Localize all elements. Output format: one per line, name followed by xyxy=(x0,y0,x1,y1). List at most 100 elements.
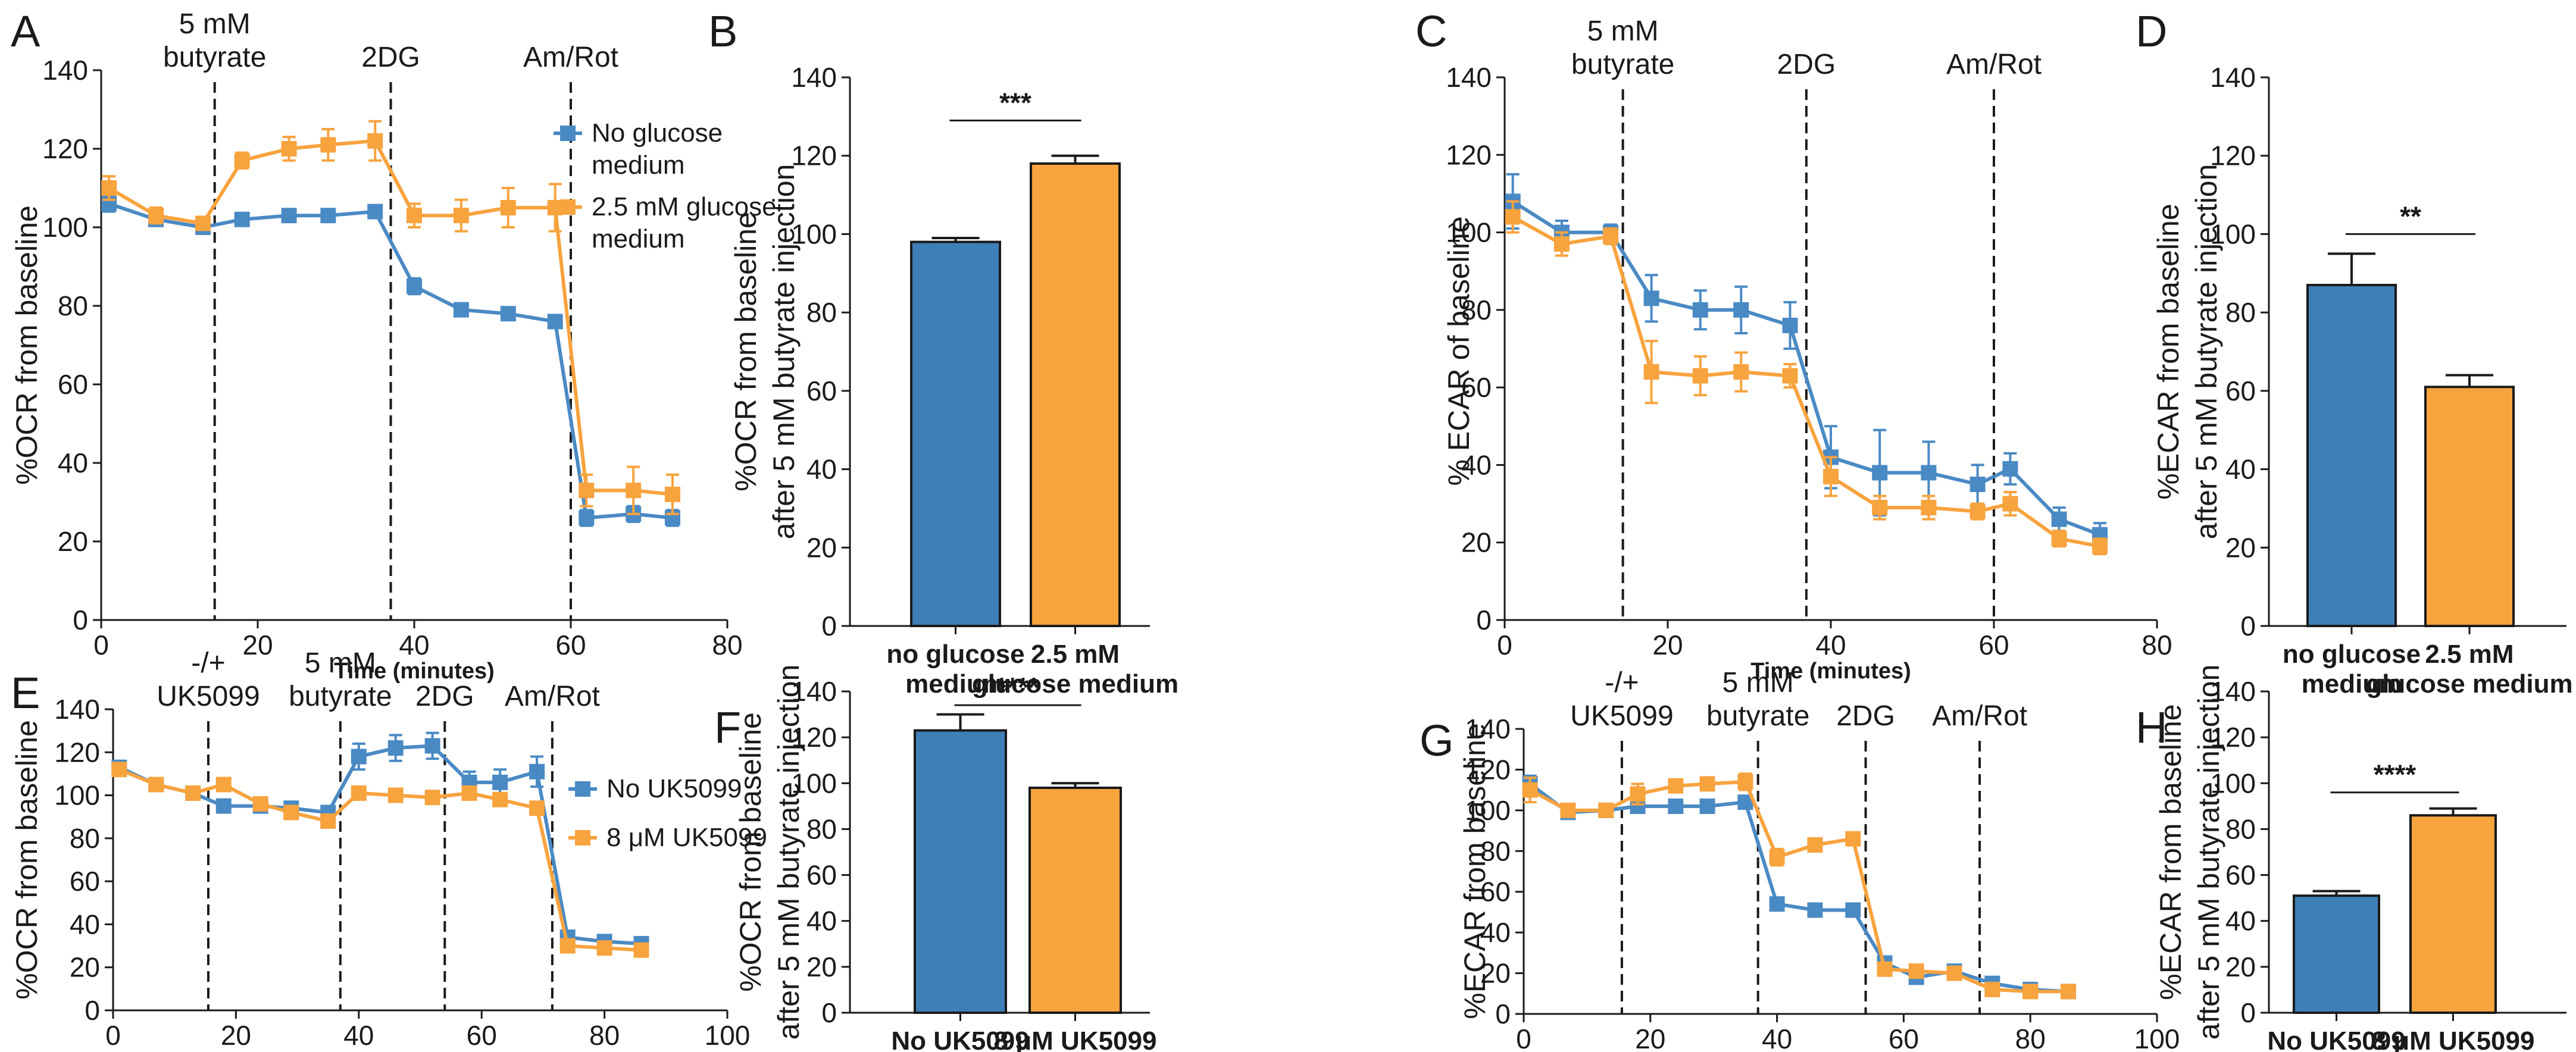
data-point xyxy=(1807,902,1823,918)
data-point xyxy=(281,141,297,156)
y-tick-label: 80 xyxy=(806,297,837,328)
data-point xyxy=(215,798,232,814)
data-point xyxy=(185,785,201,801)
data-point xyxy=(2002,461,2018,477)
data-point xyxy=(195,215,211,231)
y-tick-label: 60 xyxy=(806,375,837,406)
data-point xyxy=(1908,963,1924,979)
y-tick-label: 0 xyxy=(85,995,100,1026)
legend-label: No glucose xyxy=(592,118,723,148)
data-point xyxy=(633,942,649,958)
y-tick-label: 40 xyxy=(1480,917,1511,948)
data-point xyxy=(529,763,545,779)
data-point xyxy=(1921,465,1937,481)
data-point xyxy=(1877,961,1893,977)
y-axis-title: after 5 mM butyrate injection xyxy=(772,665,805,1040)
data-point xyxy=(283,804,299,821)
y-tick-label: 100 xyxy=(2210,218,2256,249)
data-point xyxy=(351,785,367,801)
y-tick-label: 140 xyxy=(1446,62,1492,93)
category-label: 8 μM UK5099 xyxy=(2372,1026,2535,1052)
data-point xyxy=(1560,802,1576,818)
data-point xyxy=(367,203,383,220)
x-tick-label: 0 xyxy=(93,630,109,660)
x-tick-label: 100 xyxy=(2134,1023,2180,1052)
category-label: No UK5099 xyxy=(891,1026,1029,1052)
data-point xyxy=(101,180,117,196)
y-tick-label: 80 xyxy=(58,290,88,321)
panel-letter: D xyxy=(2136,7,2167,56)
event-label: 5 mM xyxy=(1722,667,1794,699)
data-point xyxy=(320,137,336,153)
data-point xyxy=(2051,531,2067,547)
data-point xyxy=(1782,317,1798,333)
data-point xyxy=(1505,209,1521,225)
y-tick-label: 40 xyxy=(2225,906,2256,937)
data-point xyxy=(387,740,404,756)
data-point xyxy=(252,796,268,812)
y-tick-label: 20 xyxy=(806,532,837,563)
category-label: 2.5 mM xyxy=(1031,640,1120,669)
data-point xyxy=(424,790,440,806)
legend-marker xyxy=(575,781,590,797)
category-label: medium xyxy=(2302,669,2402,699)
x-tick-label: 0 xyxy=(1516,1023,1531,1052)
data-point xyxy=(424,738,440,754)
data-point xyxy=(1737,774,1753,790)
data-point xyxy=(453,208,469,224)
panel-letter: H xyxy=(2136,703,2167,752)
y-tick-label: 40 xyxy=(58,447,88,478)
y-axis-title: % ECAR of baseline xyxy=(1442,216,1475,486)
data-point xyxy=(1769,896,1785,912)
data-point xyxy=(559,938,576,954)
panel-f: F 0 20 40 60 80 100 120 140 %OCR from baseline aft… xyxy=(714,665,1156,1052)
event-label: 2DG xyxy=(1777,49,1836,80)
y-tick-label: 20 xyxy=(806,951,837,982)
data-point xyxy=(1969,477,1986,492)
y-axis-title: %ECAR from baseline xyxy=(2154,704,2187,1000)
data-point xyxy=(626,483,642,499)
x-tick-label: 20 xyxy=(242,630,273,660)
y-axis-title: %ECAR from baseline xyxy=(1458,723,1492,1019)
y-tick-label: 80 xyxy=(70,823,100,854)
event-label: UK5099 xyxy=(1570,700,1673,732)
series-1 xyxy=(1522,772,2077,1000)
data-point xyxy=(1823,468,1839,484)
x-tick-label: 60 xyxy=(1889,1023,1919,1052)
y-tick-label: 120 xyxy=(54,737,100,768)
data-point xyxy=(1733,302,1749,318)
data-point xyxy=(453,302,469,318)
legend-marker xyxy=(560,126,576,141)
data-point xyxy=(1699,799,1715,815)
legend-label: 2.5 mM glucose xyxy=(592,192,777,221)
y-axis-title: %OCR from baseline xyxy=(734,712,767,992)
y-tick-label: 20 xyxy=(2225,532,2256,563)
data-point xyxy=(1872,500,1888,516)
x-axis-title: Time (minutes) xyxy=(334,659,495,684)
y-tick-label: 40 xyxy=(806,906,837,937)
series-1 xyxy=(1505,200,2108,556)
category-label: no glucose xyxy=(2283,640,2421,669)
data-point xyxy=(1643,364,1659,380)
panel-c: C 0 20 40 60 80 100 120 140 0 20 40 60 80 Time (minute… xyxy=(1415,7,2172,684)
x-tick-label: 20 xyxy=(1635,1023,1665,1052)
y-tick-label: 40 xyxy=(806,454,837,485)
data-point xyxy=(320,813,336,829)
y-tick-label: 140 xyxy=(2210,62,2256,93)
data-point xyxy=(1603,228,1619,245)
panel-letter: C xyxy=(1415,7,1447,56)
x-tick-label: 60 xyxy=(1978,630,2009,660)
significance-label: *** xyxy=(999,87,1031,118)
event-label: Am/Rot xyxy=(1932,700,2027,732)
data-point xyxy=(492,774,508,790)
bar xyxy=(2424,386,2515,627)
data-point xyxy=(1522,782,1538,798)
bar xyxy=(2293,894,2380,1015)
series-line xyxy=(1528,782,2069,994)
panel-h: H 0 20 40 60 80 100 120 140 %ECAR from baseline af… xyxy=(2136,665,2566,1052)
data-point xyxy=(367,133,383,149)
y-tick-label: 100 xyxy=(54,780,100,811)
bar xyxy=(910,240,1001,628)
panel-letter: E xyxy=(11,668,40,718)
event-label: butyrate xyxy=(1571,49,1674,80)
